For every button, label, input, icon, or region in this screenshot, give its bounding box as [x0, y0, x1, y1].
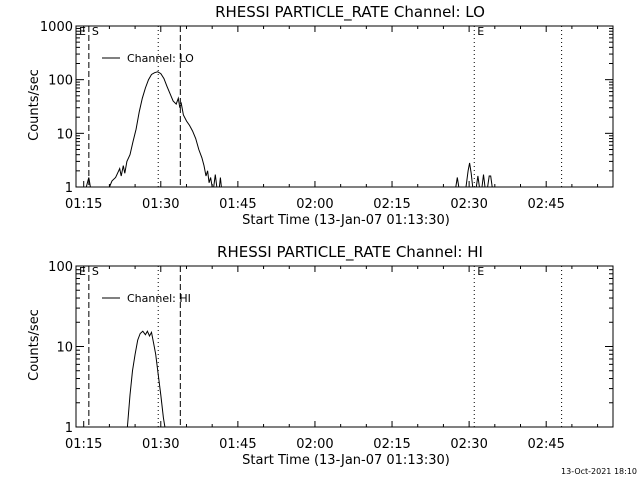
x-tick-label: 02:00: [296, 197, 333, 212]
chart-panel-hi: RHESSI PARTICLE_RATE Channel: HI Counts/…: [27, 243, 614, 468]
series-line: [108, 71, 213, 188]
footer-timestamp: 13-Oct-2021 18:10: [561, 467, 637, 476]
series-line: [481, 174, 486, 188]
x-tick-label: 01:15: [65, 197, 102, 212]
x-tick-label: 02:00: [296, 437, 333, 452]
chart-title: RHESSI PARTICLE_RATE Channel: HI: [217, 243, 483, 262]
y-tick-label: 1: [65, 421, 73, 436]
y-tick-label: 1000: [40, 20, 73, 35]
y-tick-label: 10: [56, 127, 73, 142]
y-tick-label: 10: [56, 341, 73, 356]
plot-frame: [75, 265, 614, 428]
x-axis-label: Start Time (13-Jan-07 01:13:30): [242, 453, 450, 468]
series-line: [218, 177, 222, 188]
y-axis-label: Counts/sec: [27, 69, 42, 141]
event-marker-label: E: [477, 265, 484, 278]
y-axis-label: Counts/sec: [27, 309, 42, 381]
legend-label: Channel: HI: [127, 292, 191, 305]
x-tick-label: 01:15: [65, 437, 102, 452]
x-tick-label: 01:45: [219, 197, 256, 212]
chart-panel-lo: RHESSI PARTICLE_RATE Channel: LO Counts/…: [27, 3, 614, 228]
x-tick-label: 02:45: [527, 197, 564, 212]
event-marker-label: E: [477, 25, 484, 38]
series-line: [455, 177, 460, 188]
axis-ticks: 01:15 01:30 01:45 02:00 02:15 02:30 02:45 1 10 10…: [40, 20, 613, 212]
plot-frame: [75, 25, 614, 188]
x-tick-label: 02:30: [450, 197, 487, 212]
y-tick-label: 1: [65, 181, 73, 196]
chart-title: RHESSI PARTICLE_RATE Channel: LO: [215, 3, 485, 22]
series-line: [487, 175, 493, 188]
axis-ticks: 01:15 01:30 01:45 02:00 02:15 02:30 02:45 1 10 10…: [48, 260, 613, 452]
x-tick-label: 02:30: [450, 437, 487, 452]
x-tick-label: 01:45: [219, 437, 256, 452]
data-series: [126, 330, 166, 428]
series-line: [213, 174, 218, 188]
event-marker-label: E: [79, 265, 86, 278]
event-marker-label: S: [92, 25, 99, 38]
x-tick-label: 01:30: [142, 197, 179, 212]
series-line: [475, 175, 480, 188]
x-axis-label: Start Time (13-Jan-07 01:13:30): [242, 213, 450, 228]
series-line: [126, 330, 166, 428]
series-line: [465, 162, 474, 188]
legend-label: Channel: LO: [127, 52, 194, 65]
x-tick-label: 01:30: [142, 437, 179, 452]
x-tick-label: 02:15: [373, 437, 410, 452]
y-tick-label: 100: [48, 74, 73, 89]
event-marker-label: E: [79, 25, 86, 38]
data-series: [85, 71, 493, 188]
x-tick-label: 02:45: [527, 437, 564, 452]
x-tick-label: 02:15: [373, 197, 410, 212]
y-tick-label: 100: [48, 260, 73, 275]
series-line: [85, 177, 91, 188]
event-marker-label: S: [92, 265, 99, 278]
